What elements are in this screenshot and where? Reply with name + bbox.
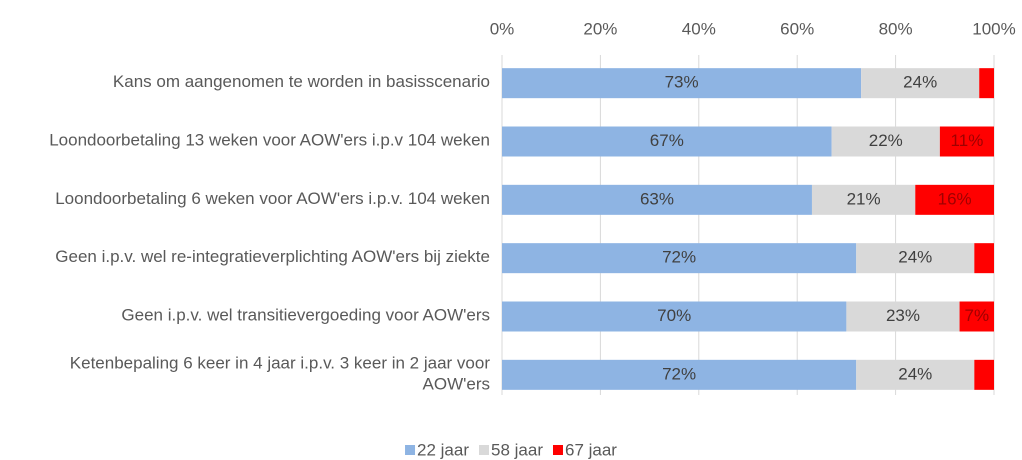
x-tick-label: 20% xyxy=(583,19,617,38)
bar-segment xyxy=(502,359,857,390)
x-tick-label: 60% xyxy=(780,19,814,38)
legend-swatch xyxy=(405,445,416,455)
bar-segment xyxy=(502,301,847,332)
bar-segment xyxy=(502,68,862,99)
data-label: 72% xyxy=(662,364,696,383)
bar-segment xyxy=(979,68,994,99)
bar-segment xyxy=(502,126,832,157)
data-label: 21% xyxy=(847,189,881,208)
bar-segment xyxy=(856,243,975,274)
bar-segment xyxy=(846,301,960,332)
bar-segment xyxy=(831,126,940,157)
data-label: 24% xyxy=(898,364,932,383)
data-label: 24% xyxy=(903,73,937,92)
data-label: 67% xyxy=(650,131,684,150)
category-label: Ketenbepaling 6 keer in 4 jaar i.p.v. 3 … xyxy=(70,354,491,394)
legend-item: 22 jaar xyxy=(405,440,469,459)
data-label: 22% xyxy=(869,131,903,150)
bar-segment xyxy=(502,184,812,215)
legend-item: 67 jaar xyxy=(552,440,617,459)
data-label: 70% xyxy=(657,306,691,325)
bar-segment xyxy=(915,184,994,215)
legend-swatch xyxy=(479,445,490,455)
x-tick-label: 40% xyxy=(682,19,716,38)
data-label: 73% xyxy=(665,73,699,92)
data-label: 24% xyxy=(898,248,932,267)
category-label: Loondoorbetaling 13 weken voor AOW'ers i… xyxy=(49,131,490,150)
legend-swatch xyxy=(552,445,563,455)
category-label: Geen i.p.v. wel re-integratieverplichtin… xyxy=(55,248,490,267)
data-label: 11% xyxy=(951,131,984,150)
bar-segment xyxy=(939,126,994,157)
category-label: Loondoorbetaling 6 weken voor AOW'ers i.… xyxy=(55,189,490,208)
legend-label: 58 jaar xyxy=(491,440,543,459)
legend-label: 67 jaar xyxy=(565,440,617,459)
category-label: Kans om aangenomen te worden in basissce… xyxy=(113,73,490,92)
data-label: 63% xyxy=(640,189,674,208)
x-tick-label: 0% xyxy=(490,19,515,38)
bar-segment xyxy=(861,68,980,99)
bar-segment xyxy=(959,301,994,332)
category-label: Geen i.p.v. wel transitievergoeding voor… xyxy=(121,306,490,325)
x-tick-label: 100% xyxy=(972,19,1015,38)
data-label: 16% xyxy=(938,189,972,208)
data-label: 72% xyxy=(662,248,696,267)
bar-segment xyxy=(974,243,994,274)
legend-item: 58 jaar xyxy=(479,440,543,459)
bar-segment xyxy=(811,184,916,215)
bar-segment xyxy=(856,359,975,390)
bar-segment xyxy=(974,359,994,390)
legend-label: 22 jaar xyxy=(417,440,469,459)
x-tick-label: 80% xyxy=(879,19,913,38)
data-label: 23% xyxy=(886,306,920,325)
data-label: 7% xyxy=(964,306,989,325)
bar-segment xyxy=(502,243,857,274)
